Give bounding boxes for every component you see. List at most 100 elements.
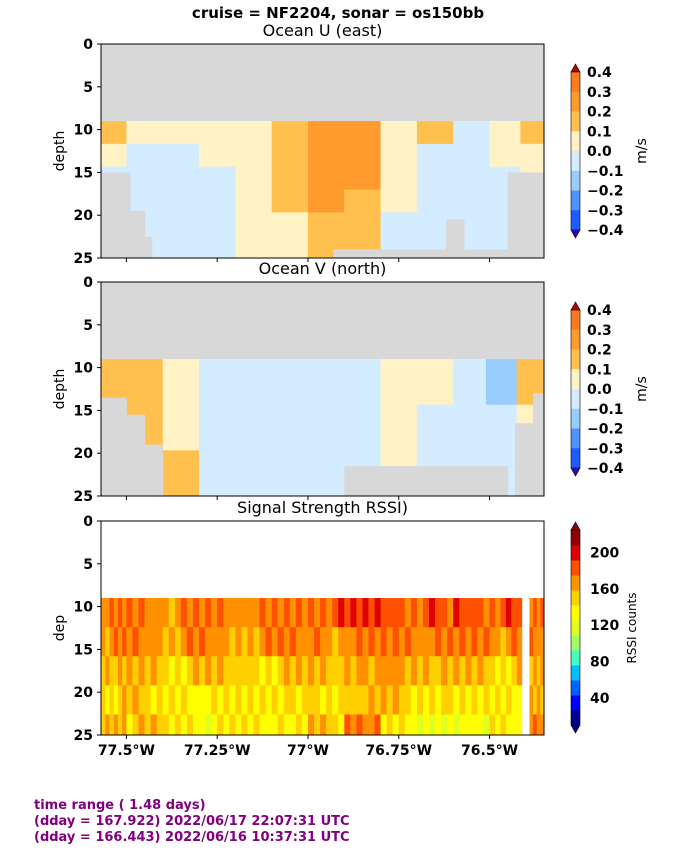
data-cell	[380, 714, 388, 736]
data-cell	[101, 359, 127, 383]
colorbar-tick-label: 0.2	[587, 105, 612, 121]
data-cell	[105, 627, 110, 657]
colorbar-swatch	[571, 635, 580, 651]
data-cell	[241, 598, 248, 628]
data-cell	[235, 473, 273, 497]
data-cell	[368, 598, 376, 628]
colorbar-tick-label: −0.2	[587, 184, 624, 200]
data-cell	[241, 685, 248, 715]
colorbar-tick-label: 200	[590, 546, 619, 562]
data-cell	[235, 627, 242, 657]
panel-3: Signal Strength RSSI) 0 5 10 15 20 25 dep 77.5°W…	[52, 498, 639, 759]
data-cell	[314, 656, 321, 686]
panels: Ocean U (east) 0 5 10 15 20 25 depth 0.4 0.3 0.2 0.…	[52, 21, 650, 759]
bottom-mask	[333, 249, 447, 258]
data-cell	[453, 381, 487, 406]
data-cell	[235, 189, 273, 213]
data-cell	[105, 656, 110, 686]
data-cell	[199, 450, 236, 474]
data-cell	[235, 143, 273, 168]
data-cell	[422, 598, 430, 628]
data-cell	[483, 685, 491, 715]
data-cell	[235, 656, 242, 686]
data-cell	[368, 714, 376, 736]
data-cell	[156, 656, 164, 686]
data-cell	[380, 143, 418, 168]
data-cell	[362, 627, 369, 657]
data-cell	[277, 714, 285, 736]
data-cell	[447, 598, 454, 628]
data-cell	[344, 189, 382, 213]
colorbar-swatch	[571, 710, 580, 726]
data-cell	[307, 685, 315, 715]
data-cell	[307, 450, 345, 474]
data-gap	[522, 598, 530, 735]
colorbar-tick-label: 0.3	[587, 323, 612, 339]
data-cell	[392, 656, 400, 686]
data-cell	[453, 598, 460, 628]
data-cell	[301, 685, 309, 715]
data-cell	[126, 656, 133, 686]
data-cell	[223, 627, 230, 657]
data-cell	[435, 627, 442, 657]
panel-title: Ocean V (north)	[259, 259, 387, 278]
data-cell	[150, 598, 158, 628]
data-cell	[386, 627, 394, 657]
data-cell	[247, 656, 255, 686]
data-cell	[211, 598, 218, 628]
data-cell	[416, 656, 424, 686]
data-cell	[453, 359, 487, 383]
data-cell	[459, 598, 466, 628]
data-cell	[344, 121, 382, 145]
colorbar-swatch	[571, 680, 580, 696]
colorbar-tick-label: 0.1	[587, 362, 612, 378]
colorbar-extend-max	[570, 301, 581, 311]
bottom-mask	[130, 210, 146, 258]
data-cell	[386, 714, 394, 736]
data-cell	[380, 381, 418, 406]
data-cell	[307, 359, 345, 383]
data-cell	[320, 656, 327, 686]
data-cell	[259, 598, 267, 628]
data-cell	[192, 714, 200, 736]
data-cell	[109, 714, 115, 736]
colorbar-tick-label: −0.4	[587, 461, 624, 477]
data-cell	[485, 381, 518, 406]
data-cell	[344, 598, 351, 628]
data-cell	[344, 656, 351, 686]
data-cell	[271, 212, 309, 236]
data-cell	[489, 143, 521, 168]
data-cell	[416, 143, 454, 168]
data-cell	[307, 404, 345, 429]
colorbar-swatch	[571, 91, 580, 112]
data-cell	[404, 627, 412, 657]
panel-title: Ocean U (east)	[263, 21, 383, 40]
no-data-band	[101, 282, 544, 360]
data-cell	[277, 656, 285, 686]
data-cell	[483, 656, 491, 686]
data-cell	[380, 685, 388, 715]
data-cell	[368, 656, 376, 686]
data-cell	[168, 685, 176, 715]
data-cell	[374, 714, 382, 736]
data-cell	[314, 714, 321, 736]
data-cell	[332, 598, 339, 628]
data-cell	[156, 598, 164, 628]
data-cell	[271, 450, 309, 474]
data-cell	[162, 473, 200, 497]
y-tick-label: 25	[74, 489, 93, 505]
y-tick-label: 15	[74, 403, 93, 419]
data-cell	[259, 714, 267, 736]
data-cell	[199, 656, 206, 686]
data-cell	[271, 627, 279, 657]
data-cell	[540, 598, 545, 628]
data-cell	[271, 404, 309, 429]
data-cell	[211, 627, 218, 657]
data-cell	[344, 143, 382, 168]
data-cell	[338, 685, 345, 715]
data-cell	[126, 359, 164, 383]
data-cell	[494, 685, 501, 715]
data-cell	[132, 656, 140, 686]
data-cell	[126, 685, 133, 715]
data-cell	[380, 656, 388, 686]
